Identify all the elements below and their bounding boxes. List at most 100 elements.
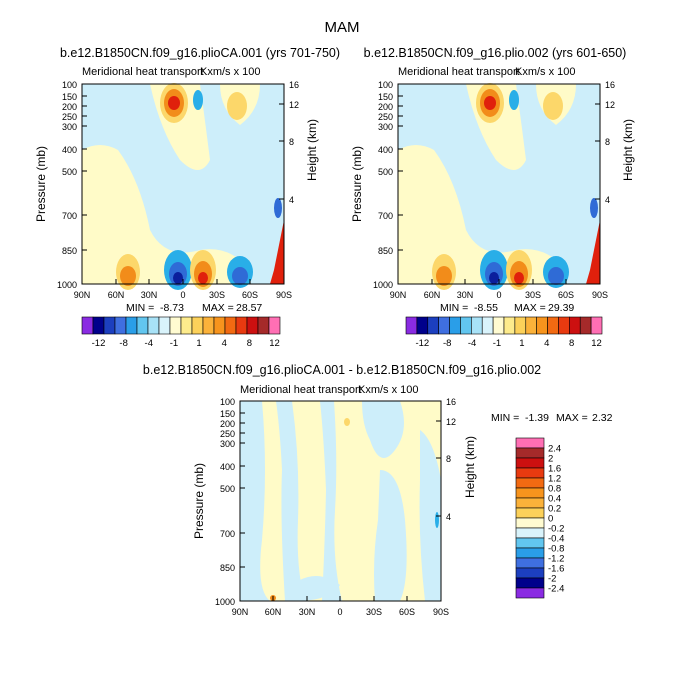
panel-1-ytick-500: 500 [62,167,87,177]
panel-2-upper-jet-core [484,96,496,110]
panel-3-title: b.e12.B1850CN.f09_g16.plioCA.001 - b.e12… [143,363,541,377]
panel-3-y-axis: 100 150 200 250 300 400 500 700 850 1000… [192,397,245,607]
panel-2-units: Kxm/s x 100 [515,66,576,78]
panel-1-colorbar: -12 -8 -4 -1 1 4 8 12 [81,316,281,349]
panel-2-xtick-label-90N: 90N [390,290,407,300]
panel-2-ytick-label-200: 200 [378,102,393,112]
panel-2-ytick-label-400: 400 [378,145,393,155]
panel-2-ytick-700: 700 [378,211,403,221]
panel-3-colorbar-box [515,587,545,599]
panel-2-ytick-150: 150 [378,92,403,102]
panel-1-xtick-label-60S: 60S [242,290,258,300]
panel-2-colorbar-label: 8 [569,338,574,349]
panel-3-ytick-200: 200 [220,419,245,429]
panel-1-colorbar-label: 4 [222,338,227,349]
panel-1-ytick-label-700: 700 [62,211,77,221]
panel-2-y-axis: 100 150 200 250 300 400 500 700 850 1000… [350,80,403,290]
panel-2-colorbar-label: -8 [443,338,451,349]
panel-2-colorbar-box [481,316,494,335]
panel-3-ytick-1000: 1000 [215,597,245,607]
panel-2-colorbar-label: -1 [493,338,501,349]
panel-2-xtick-label-90S: 90S [592,290,608,300]
panel-1-ytick-100: 100 [62,80,87,90]
panel-1-y-axis: 100 150 200 250 300 400 500 700 850 1000… [34,80,87,290]
panel-1-lower-neg-2-core [232,267,248,285]
panel-1-ytick-850: 850 [62,246,87,256]
panel-3-y2tick-16: 16 [436,397,456,407]
panel-1-colorbar-box [224,316,237,335]
panel-2-colorbar-box [427,316,439,335]
panel-2-xtick-label-60S: 60S [558,290,574,300]
panel-1-lower-pos-1-core [120,266,136,286]
panel-1-xtick-90S: 90S [276,279,292,300]
panel-3-ytick-label-500: 500 [220,484,235,494]
panel-1-upper-right-pos [227,92,247,120]
panel-3-ytick-label-850: 850 [220,563,235,573]
panel-3-pale-blue-bottom [300,576,340,601]
panel-1-y2tick-16: 16 [279,80,299,90]
panel-3-colorbar-label: -1.2 [548,554,564,565]
panel-1-y2tick-label-12: 12 [289,100,299,110]
panel-2-max-value: 29.39 [548,302,574,314]
panel-1-ytick-700: 700 [62,211,87,221]
panel-3-colorbar: 2.421.61.20.80.40.20-0.2-0.4-0.8-1.2-1.6… [515,437,564,599]
panel-1-colorbar-box [180,316,193,335]
panel-1-xtick-90N: 90N [74,279,91,300]
panel-2-colorbar-label: 12 [591,338,602,349]
panel-3-colorbar-label: 2 [548,454,553,465]
panel-2-xtick-label-60N: 60N [424,290,441,300]
panel-2-ytick-label-500: 500 [378,167,393,177]
panel-2-y2label: Height (km) [621,119,635,181]
panel-3-colorbar-label: -2 [548,574,556,585]
panel-2-lower-neg-2-core [548,267,564,285]
panel-1-colorbar-box [114,316,127,335]
panel-2-ytick-500: 500 [378,167,403,177]
panel-3-colorbar-label: 0.4 [548,494,561,505]
panel-2-y2tick-16: 16 [595,80,615,90]
panel-1-colorbar-box [246,316,259,335]
panel-2-colorbar-box [405,316,418,335]
panel-2-ytick-label-300: 300 [378,122,393,132]
panel-1-xtick-label-90N: 90N [74,290,91,300]
panel-3-ytick-label-700: 700 [220,529,235,539]
panel-2-pale-yellow-region [398,145,568,284]
panel-3-max-label: MAX = [556,412,588,424]
panel-3-xtick-30S: 30S [366,596,382,617]
panel-3-colorbar-label: 1.2 [548,474,561,485]
panel-1-xtick-60N: 60N [108,279,124,300]
panel-2-ytick-200: 200 [378,102,403,112]
panel-2-lower-pos-2-core [514,272,524,284]
panel-3-colorbar-label: -0.4 [548,534,564,545]
panel-1-ytick-label-400: 400 [62,145,77,155]
panel-2-ytick-300: 300 [378,122,403,132]
panel-3-ytick-850: 850 [220,563,245,573]
panel-3-colorbar-label: 2.4 [548,444,561,455]
panel-2-xtick-30N: 30N [457,279,473,300]
panel-3-colorbar-label: -0.2 [548,524,564,535]
panel-1-colorbar-box [169,316,182,335]
panel-2-southern-edge-pos [586,220,600,284]
panel-3-colorbar-label: 1.6 [548,464,561,475]
panel-1-colorbar-label: 12 [269,338,280,349]
panel-1-y2tick-4: 4 [279,195,294,205]
panel-2-y2-axis: 16 12 8 4 Height (km) [595,80,635,205]
panel-3-colorbar-box [515,537,545,549]
panel-1-upper-neg [193,90,203,110]
panel-2-xtick-label-30S: 30S [525,290,541,300]
panel-3-ytick-300: 300 [220,439,245,449]
panel-3-units: Kxm/s x 100 [358,384,419,396]
panel-3-colorbar-box [515,447,545,459]
panel-2-stats: MIN = -8.55 MAX = 29.39 [440,302,574,314]
panel-2-colorbar-box [514,316,527,335]
panel-3-colorbar-box [515,507,545,519]
panel-2-colorbar-label: 1 [519,338,524,349]
panel-1-plot-area [81,83,285,290]
panel-3-colorbar-box [515,527,545,539]
panel-3-colorbar-label: 0.2 [548,504,561,515]
panel-2-upper-neg [509,90,519,110]
panel-2-ytick-label-100: 100 [378,80,393,90]
panel-2-colorbar-box [536,316,548,335]
panel-3-colorbar-box [515,467,545,479]
panel-3-colorbar-box [515,457,545,469]
